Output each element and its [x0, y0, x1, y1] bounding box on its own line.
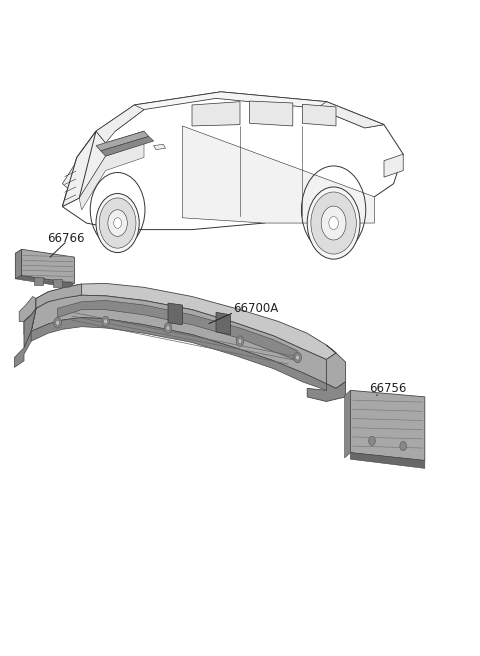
Polygon shape	[36, 283, 336, 359]
Polygon shape	[53, 279, 62, 287]
Circle shape	[166, 325, 170, 331]
Circle shape	[321, 206, 346, 240]
Polygon shape	[96, 131, 149, 151]
Polygon shape	[302, 104, 336, 126]
Polygon shape	[24, 284, 82, 335]
Polygon shape	[115, 92, 384, 131]
Circle shape	[164, 323, 172, 333]
Polygon shape	[19, 297, 36, 321]
Text: 66700A: 66700A	[233, 302, 278, 315]
Circle shape	[56, 320, 60, 325]
Polygon shape	[350, 390, 425, 461]
Text: 66766: 66766	[47, 232, 84, 245]
Circle shape	[296, 355, 300, 360]
Circle shape	[236, 336, 244, 346]
Polygon shape	[15, 249, 22, 279]
Circle shape	[238, 338, 242, 344]
Circle shape	[329, 216, 338, 230]
Polygon shape	[96, 105, 144, 143]
Circle shape	[99, 198, 136, 248]
Polygon shape	[154, 144, 166, 150]
Polygon shape	[345, 390, 350, 458]
Circle shape	[54, 318, 61, 328]
Polygon shape	[34, 277, 43, 285]
Polygon shape	[62, 131, 96, 207]
Polygon shape	[168, 303, 182, 325]
Circle shape	[307, 187, 360, 259]
Polygon shape	[350, 453, 425, 468]
Polygon shape	[250, 101, 293, 126]
Circle shape	[96, 194, 139, 253]
Polygon shape	[384, 154, 403, 177]
Polygon shape	[22, 249, 74, 283]
Polygon shape	[192, 102, 240, 126]
Circle shape	[369, 436, 375, 445]
Polygon shape	[307, 382, 346, 401]
Circle shape	[311, 192, 356, 254]
Polygon shape	[216, 312, 230, 335]
Polygon shape	[58, 300, 298, 361]
Polygon shape	[182, 126, 374, 223]
Circle shape	[102, 316, 109, 327]
Circle shape	[104, 319, 108, 324]
Polygon shape	[62, 131, 144, 198]
Polygon shape	[101, 136, 154, 156]
Circle shape	[108, 210, 127, 236]
Polygon shape	[317, 102, 384, 128]
Polygon shape	[15, 276, 74, 287]
Circle shape	[400, 441, 407, 451]
Circle shape	[114, 218, 121, 228]
Text: 66756: 66756	[369, 382, 406, 395]
Polygon shape	[62, 92, 403, 230]
Polygon shape	[79, 143, 144, 210]
Circle shape	[294, 352, 301, 363]
Polygon shape	[31, 295, 326, 384]
Polygon shape	[24, 308, 36, 348]
Polygon shape	[326, 345, 346, 388]
Polygon shape	[14, 331, 31, 367]
Polygon shape	[31, 318, 326, 390]
